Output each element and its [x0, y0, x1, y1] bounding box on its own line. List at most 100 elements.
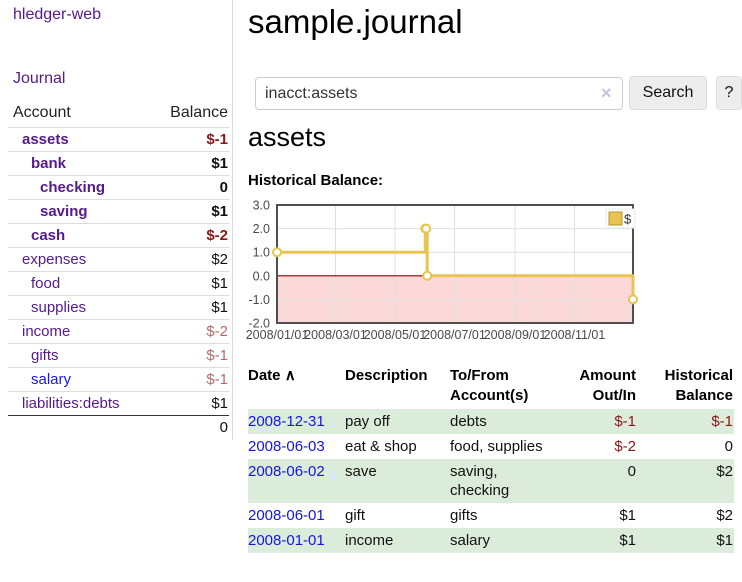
clear-search-icon[interactable]: × [601, 83, 612, 103]
transaction-balance: 0 [724, 438, 733, 455]
transaction-row: 2008-01-01 income salary $1 $1 [248, 528, 734, 553]
account-balance: $-1 [206, 131, 228, 148]
transaction-amount: $-2 [614, 438, 636, 455]
account-balance: $1 [211, 155, 228, 172]
transaction-amount: 0 [627, 463, 636, 480]
account-balance: $1 [211, 275, 228, 292]
transaction-description: gift [345, 507, 366, 524]
search-button[interactable]: Search [629, 76, 707, 110]
svg-text:1.0: 1.0 [253, 246, 270, 260]
register-header-date[interactable]: Date ∧ [248, 366, 345, 409]
register-table-body: 2008-12-31 pay off debts $-1 $-1 2008-06-03 ea… [248, 409, 734, 553]
transaction-row: 2008-12-31 pay off debts $-1 $-1 [248, 409, 734, 434]
account-balance: $1 [211, 299, 228, 316]
transaction-date-link[interactable]: 2008-06-02 [248, 463, 325, 480]
search-input[interactable] [255, 77, 623, 110]
account-row: checking 0 [8, 176, 229, 200]
transaction-balance: $1 [716, 532, 733, 549]
transaction-accounts: debts [450, 413, 487, 430]
account-row: bank $1 [8, 152, 229, 176]
sidebar-account-link[interactable]: cash [31, 227, 66, 244]
chart-title: Historical Balance: [248, 172, 384, 189]
account-balance: $-1 [206, 371, 228, 388]
transaction-accounts: salary [450, 532, 491, 549]
register-table: Date ∧ Description To/From Account(s) Am… [248, 366, 734, 553]
transaction-amount: $1 [619, 507, 636, 524]
account-row: expenses $2 [8, 248, 229, 272]
svg-text:-1.0: -1.0 [248, 293, 270, 307]
svg-text:2008/03/01: 2008/03/01 [304, 328, 367, 342]
account-row: saving $1 [8, 200, 229, 224]
svg-text:2008/11/01: 2008/11/01 [544, 328, 606, 342]
account-row: assets $-1 [8, 128, 229, 152]
page-title: sample.journal [248, 3, 463, 40]
sidebar-account-link[interactable]: supplies [31, 299, 87, 316]
app-title-link[interactable]: hledger-web [13, 6, 102, 23]
sidebar-account-link[interactable]: expenses [22, 251, 87, 268]
transaction-balance: $-1 [711, 413, 733, 430]
accounts-total-row: 0 [8, 416, 229, 440]
transaction-description: pay off [345, 413, 390, 430]
historical-balance-chart: 3.0 2.0 1.0 0.0 -1.0 -2.02008/01/012008/03/01… [246, 200, 638, 342]
transaction-date-link[interactable]: 2008-12-31 [248, 413, 325, 430]
svg-text:2008/07/01: 2008/07/01 [423, 328, 486, 342]
transaction-row: 2008-06-01 gift gifts $1 $2 [248, 503, 734, 528]
transaction-balance: $2 [716, 507, 733, 524]
account-row: gifts $-1 [8, 344, 229, 368]
account-balance: $-1 [206, 347, 228, 364]
account-balance: $1 [211, 395, 228, 412]
sidebar-account-link[interactable]: saving [40, 203, 88, 220]
accounts-table-header-row: Account Balance [8, 101, 229, 128]
transaction-description: save [345, 463, 377, 480]
register-header-description: Description [345, 367, 428, 384]
register-header-accounts: To/From Account(s) [450, 367, 529, 404]
account-row: food $1 [8, 272, 229, 296]
transaction-date-link[interactable]: 2008-06-03 [248, 438, 325, 455]
account-row: supplies $1 [8, 296, 229, 320]
register-header-balance: Historical Balance [664, 367, 733, 404]
sidebar-account-link[interactable]: checking [40, 179, 106, 196]
account-balance: 0 [219, 179, 228, 196]
transaction-accounts: saving, checking [450, 463, 510, 499]
account-row: liabilities:debts $1 [8, 392, 229, 416]
transaction-balance: $2 [716, 463, 733, 480]
accounts-header-account: Account [13, 104, 71, 121]
transaction-date-link[interactable]: 2008-01-01 [248, 532, 325, 549]
accounts-table-body: assets $-1 bank $1 checking 0 saving $1 cash $-2 e… [8, 128, 229, 416]
account-balance: $1 [211, 203, 228, 220]
svg-text:0.0: 0.0 [253, 269, 270, 283]
register-header-row: Date ∧ Description To/From Account(s) Am… [248, 366, 734, 409]
accounts-total-value: 0 [219, 419, 228, 436]
transaction-amount: $-1 [614, 413, 636, 430]
sort-ascending-icon: ∧ [284, 367, 296, 384]
transaction-row: 2008-06-02 save saving, checking 0 $2 [248, 459, 734, 503]
svg-text:-2.0: -2.0 [248, 317, 270, 331]
sidebar-account-link[interactable]: gifts [31, 347, 59, 364]
transaction-description: eat & shop [345, 438, 417, 455]
transaction-accounts: food, supplies [450, 438, 543, 455]
sidebar-account-link[interactable]: food [31, 275, 61, 292]
transaction-date-link[interactable]: 2008-06-01 [248, 507, 325, 524]
sidebar-item-journal[interactable]: Journal [13, 70, 66, 87]
account-balance: $-2 [206, 323, 228, 340]
account-balance: $-2 [206, 227, 228, 244]
sidebar-account-link[interactable]: salary [31, 371, 72, 388]
sidebar-account-link[interactable]: liabilities:debts [22, 395, 120, 412]
sidebar: hledger-web Journal Account Balance asse… [0, 0, 233, 440]
account-balance: $2 [211, 251, 228, 268]
sidebar-account-link[interactable]: assets [22, 131, 69, 148]
transaction-row: 2008-06-03 eat & shop food, supplies $-2 0 [248, 434, 734, 459]
accounts-table: Account Balance assets $-1 bank $1 checking 0… [8, 101, 229, 439]
help-button[interactable]: ? [716, 76, 742, 110]
account-heading: assets [248, 122, 327, 152]
account-row: salary $-1 [8, 368, 229, 392]
sidebar-account-link[interactable]: bank [31, 155, 67, 172]
accounts-header-balance: Balance [170, 104, 228, 121]
svg-text:$: $ [624, 212, 632, 227]
account-row: cash $-2 [8, 224, 229, 248]
sidebar-account-link[interactable]: income [22, 323, 71, 340]
svg-text:2008/05/01: 2008/05/01 [364, 328, 427, 342]
transaction-accounts: gifts [450, 507, 478, 524]
transaction-description: income [345, 532, 394, 549]
